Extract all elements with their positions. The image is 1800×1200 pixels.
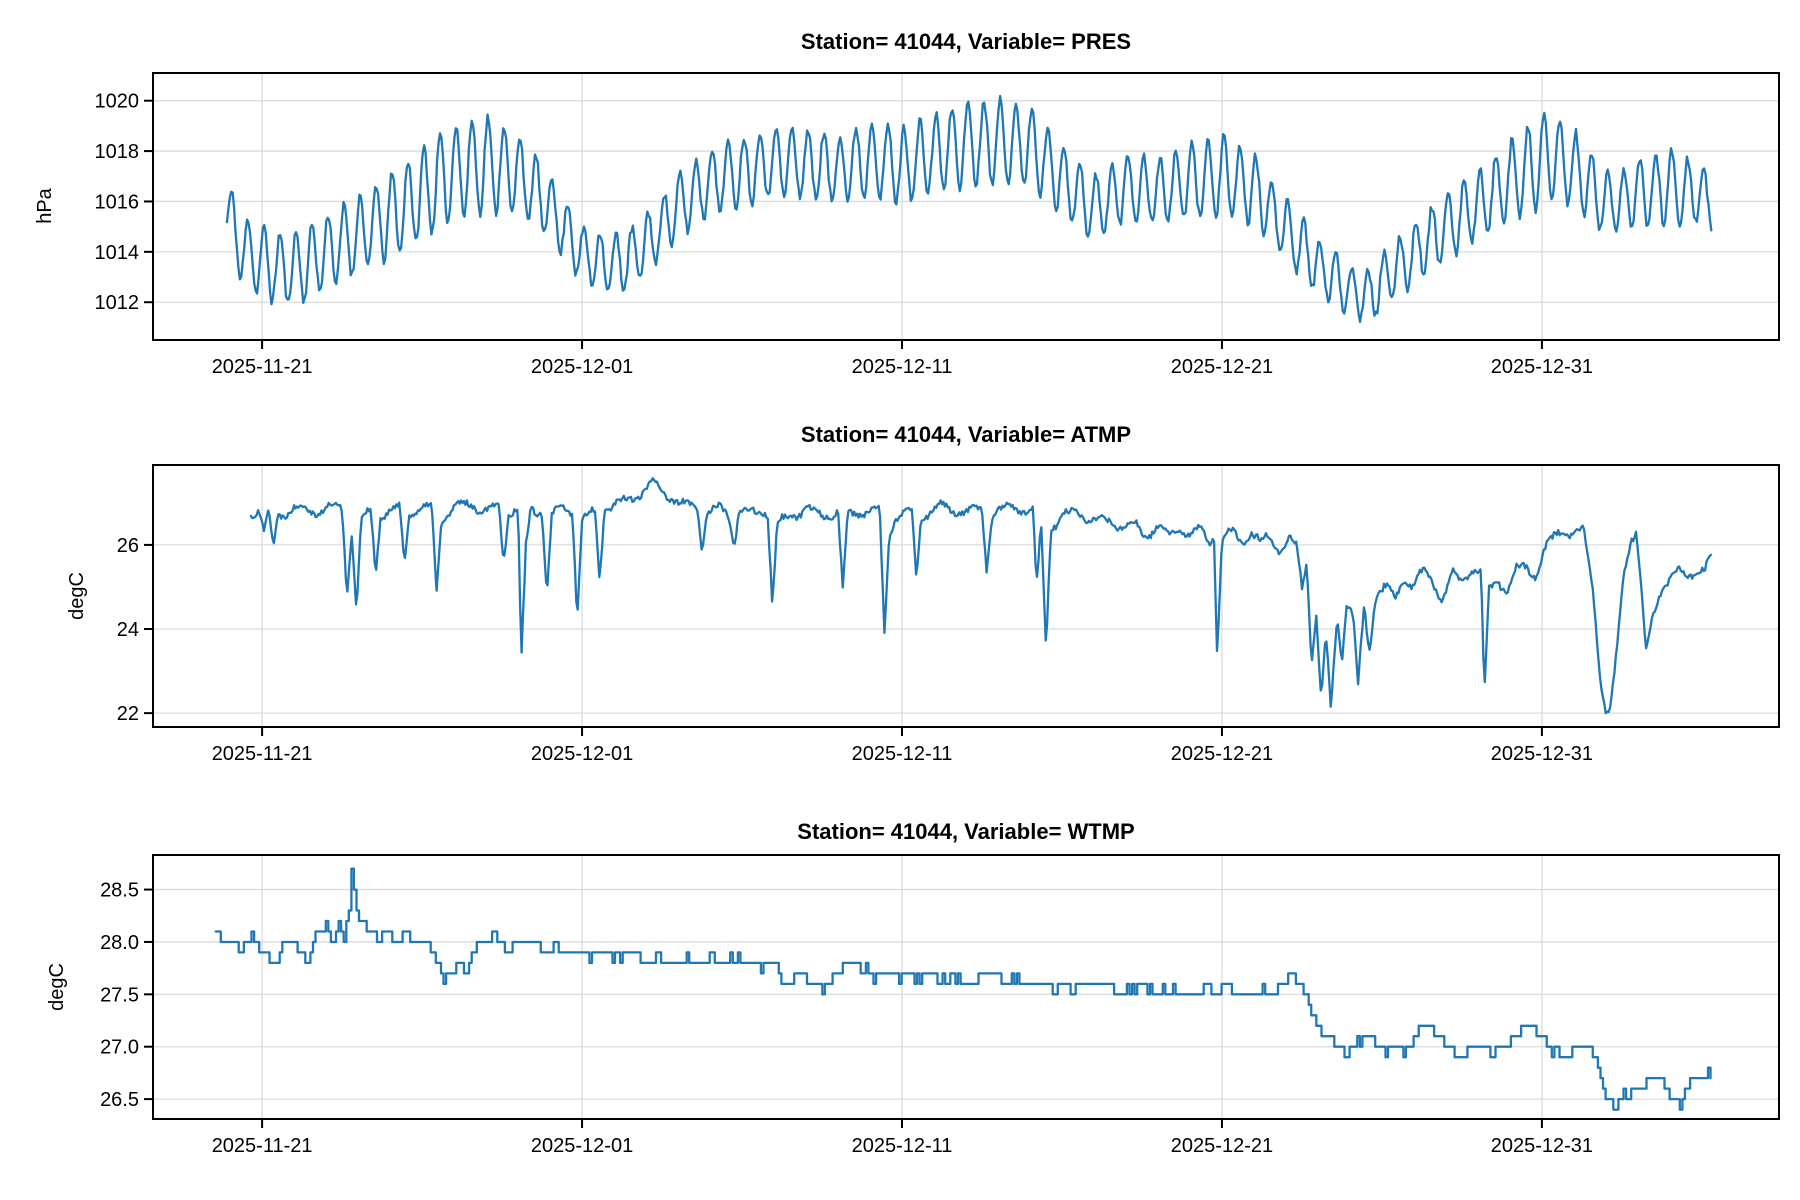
x-tick-label: 2025-11-21 bbox=[212, 356, 313, 378]
x-tick-label: 2025-12-01 bbox=[531, 356, 633, 378]
y-tick-label: 1014 bbox=[95, 242, 140, 264]
axes-frame bbox=[152, 854, 1780, 1120]
axes-frame bbox=[152, 72, 1780, 341]
y-axis-label-atmp: degC bbox=[66, 572, 88, 620]
y-tick-label: 1016 bbox=[95, 191, 140, 213]
x-tick-label: 2025-12-31 bbox=[1491, 356, 1593, 378]
x-tick-label: 2025-12-31 bbox=[1491, 1135, 1593, 1157]
y-axis-label-pres: hPa bbox=[34, 188, 56, 224]
y-tick-label: 27.5 bbox=[100, 984, 139, 1006]
atmp-series-line bbox=[249, 477, 1713, 715]
wtmp-subplot: 2025-11-21 2025-12-01 2025-12-11 2025-12-21… bbox=[100, 854, 1780, 1157]
x-tick-label: 2025-12-11 bbox=[852, 356, 953, 378]
y-tick-label: 28.5 bbox=[100, 880, 139, 902]
x-tick-label: 2025-12-11 bbox=[852, 1135, 953, 1157]
y-tick-label: 1020 bbox=[95, 91, 140, 113]
y-tick-label: 26.5 bbox=[100, 1089, 139, 1111]
x-tick-label: 2025-12-21 bbox=[1171, 356, 1273, 378]
x-tick-label: 2025-11-21 bbox=[212, 1135, 313, 1157]
x-tick-label: 2025-12-01 bbox=[531, 1135, 633, 1157]
plot-title-pres: Station= 41044, Variable= PRES bbox=[800, 29, 1132, 54]
y-tick-label: 27.0 bbox=[100, 1037, 139, 1059]
x-tick-label: 2025-12-11 bbox=[852, 743, 953, 765]
y-tick-label: 1018 bbox=[95, 141, 140, 163]
axes-frame bbox=[152, 464, 1780, 728]
y-tick-label: 26 bbox=[117, 535, 139, 557]
plot-title-wtmp: Station= 41044, Variable= WTMP bbox=[797, 819, 1135, 844]
x-tick-label: 2025-12-21 bbox=[1171, 743, 1273, 765]
y-axis-label-wtmp: degC bbox=[46, 963, 68, 1011]
pres-subplot: 2025-11-21 2025-12-01 2025-12-11 2025-12-21… bbox=[95, 72, 1780, 378]
x-tick-label: 2025-12-31 bbox=[1491, 743, 1593, 765]
plot-title-atmp: Station= 41044, Variable= ATMP bbox=[800, 422, 1132, 447]
pres-series-line bbox=[225, 94, 1713, 324]
x-tick-label: 2025-12-21 bbox=[1171, 1135, 1273, 1157]
y-tick-label: 1012 bbox=[95, 292, 140, 314]
y-tick-label: 22 bbox=[117, 703, 139, 725]
y-tick-label: 24 bbox=[117, 619, 139, 641]
atmp-subplot: 2025-11-21 2025-12-01 2025-12-11 2025-12-21… bbox=[117, 464, 1780, 765]
y-tick-label: 28.0 bbox=[100, 932, 139, 954]
wtmp-series-line bbox=[214, 867, 1712, 1111]
x-tick-label: 2025-12-01 bbox=[531, 743, 633, 765]
x-tick-label: 2025-11-21 bbox=[212, 743, 313, 765]
